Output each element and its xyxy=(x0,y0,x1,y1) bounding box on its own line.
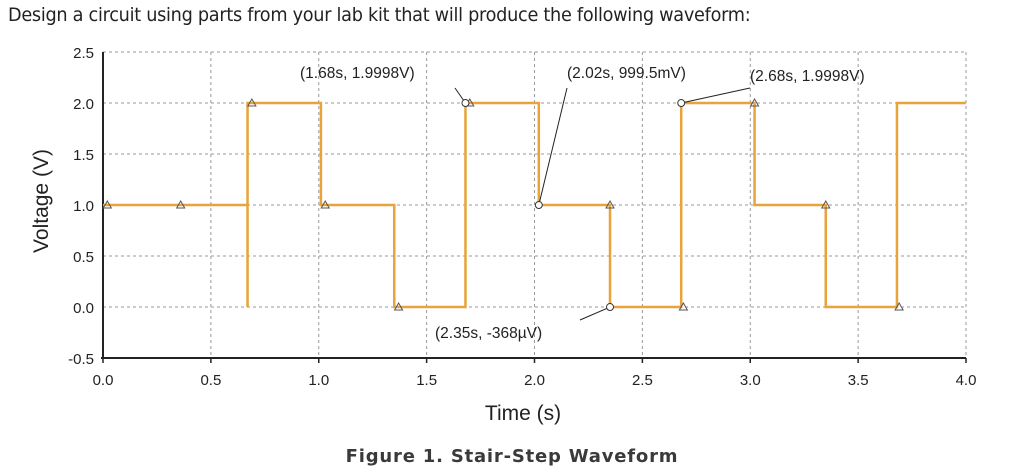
annotation-marker xyxy=(461,99,470,108)
y-axis-label: Voltage (V) xyxy=(30,149,53,253)
annotation-leader xyxy=(538,87,568,206)
annotation-label: (2.68s, 1.9998V) xyxy=(750,68,865,85)
annotation-label: (1.68s, 1.9998V) xyxy=(300,65,415,82)
x-tick-label: 2.5 xyxy=(632,372,653,389)
triangle-marker xyxy=(393,301,404,311)
x-tick-label: 2.0 xyxy=(524,372,545,389)
annotation-marker xyxy=(606,303,615,312)
x-tick-label: 0.5 xyxy=(200,372,221,389)
triangle-marker xyxy=(102,199,113,209)
annotation-label: (2.02s, 999.5mV) xyxy=(567,65,686,82)
x-axis-label: Time (s) xyxy=(485,402,561,425)
y-tick-label: 1.5 xyxy=(73,147,94,164)
x-tick-label: 3.0 xyxy=(740,372,761,389)
y-tick-label: 2.0 xyxy=(73,96,94,113)
triangle-marker xyxy=(247,97,257,107)
y-tick-label: 0.0 xyxy=(73,300,94,317)
problem-prompt: Design a circuit using parts from your l… xyxy=(8,4,751,26)
annotation-leader xyxy=(681,87,751,104)
annotation-leader xyxy=(579,306,611,321)
y-tick-label: 0.5 xyxy=(73,249,94,266)
y-tick-label: 1.0 xyxy=(73,198,94,215)
triangle-marker xyxy=(678,301,689,311)
triangle-marker xyxy=(894,301,904,311)
annotation-label: (2.35s, -368µV) xyxy=(435,325,542,342)
x-tick-label: 1.5 xyxy=(416,372,437,389)
figure-caption: Figure 1. Stair-Step Waveform xyxy=(345,446,679,467)
annotation-marker xyxy=(534,201,543,210)
x-tick-label: 3.5 xyxy=(848,372,869,389)
annotation-marker xyxy=(677,99,686,108)
x-tick-label: 1.0 xyxy=(308,372,329,389)
x-tick-label: 0.0 xyxy=(93,372,114,389)
triangle-marker xyxy=(749,97,760,107)
y-tick-label: -0.5 xyxy=(68,351,94,368)
triangle-marker xyxy=(605,199,615,209)
triangle-marker xyxy=(320,199,331,209)
y-tick-label: 2.5 xyxy=(73,45,94,62)
x-tick-label: 4.0 xyxy=(956,372,977,389)
triangle-marker xyxy=(175,199,186,209)
triangle-marker xyxy=(820,199,831,209)
